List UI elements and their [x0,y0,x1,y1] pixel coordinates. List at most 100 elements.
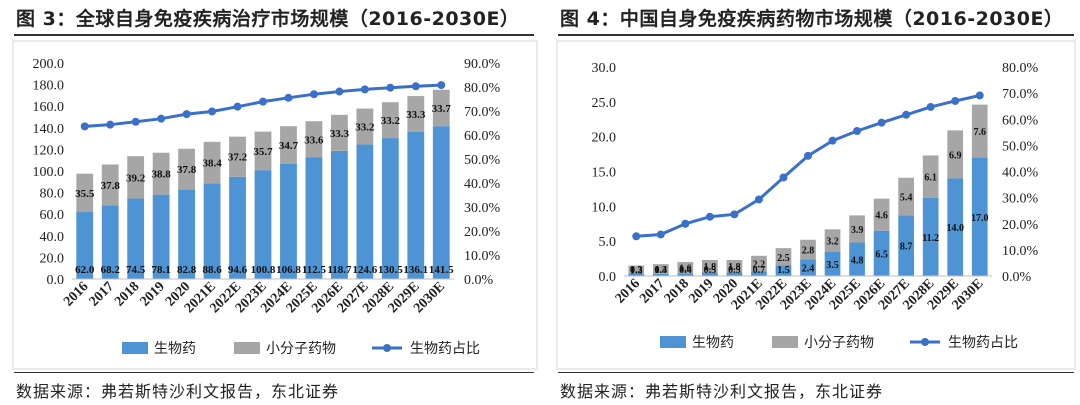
data-label-small-molecule: 35.7 [253,146,273,158]
y-left-tick-label: 120.0 [33,143,65,158]
bar-small-molecule [849,215,865,243]
bar-small-molecule [898,177,914,216]
y-right-tick-label: 10.0% [1002,244,1039,259]
china-market-chart: 0.0 5.0 10.0 15.0 20.0 25.0 30.0 0.0% 10.0% 20.0%… [556,40,1076,370]
data-label-small-molecule: 33.3 [330,128,350,140]
point-biologics-share [80,122,89,131]
data-label-biologics: 106.8 [276,264,301,276]
point-biologics-share [754,195,763,204]
bar-biologics [76,212,94,279]
legend-label-share: 生物药占比 [948,335,1018,351]
data-label-small-molecule: 2.2 [753,259,766,270]
bar-biologics [432,126,450,280]
bar-biologics [824,251,841,276]
point-biologics-share [779,173,788,182]
point-biologics-share [157,114,166,123]
data-label-biologics: 1.5 [777,265,790,276]
y-right-tick-label: 90.0% [464,57,501,72]
point-biologics-share [632,232,641,241]
point-biologics-share [259,97,267,106]
point-biologics-share [437,81,446,90]
source-note-right: 数据来源：弗若斯特沙利文报告，东北证券 [560,382,884,401]
y-right-tick-label: 80.0% [1002,61,1039,76]
legend-swatch-small-molecule [772,336,798,348]
y-left-tick-label: 160.0 [33,100,65,115]
data-label-biologics: 17.0 [971,213,989,224]
y-left-tick-label: 40.0 [40,230,65,245]
data-label-biologics: 0.7 [753,265,766,276]
bar-small-molecule [203,141,221,184]
bar-small-molecule [152,152,170,195]
bar-biologics [229,176,246,279]
data-label-small-molecule: 2.5 [777,253,790,264]
bar-small-molecule [76,173,94,213]
bar-small-molecule [280,126,297,164]
bar-biologics [775,265,792,276]
global-market-chart: 0.0 20.0 40.0 60.0 80.0 100.0 120.0 140.0 160.0 1… [12,40,538,370]
bar-small-molecule [702,259,718,273]
bar-biologics [971,157,988,276]
y-right-tick-label: 0.0% [1002,270,1032,285]
y-right-tick-label: 40.0% [464,177,501,192]
bar-small-molecule [305,121,323,158]
data-label-small-molecule: 39.2 [126,172,146,184]
y-right-tick-label: 30.0% [464,201,501,216]
legend-swatch-biologics [122,342,148,354]
data-label-biologics: 68.2 [101,264,121,276]
x-tick-label: 2016 [61,279,91,309]
bar-biologics [127,198,145,279]
bar-biologics [254,170,272,279]
legend-label-small-molecule: 小分子药物 [804,335,874,351]
y-right-tick-label: 80.0% [464,81,501,96]
bar-biologics [702,272,718,276]
bar-small-molecule [178,148,196,190]
data-label-biologics: 94.6 [228,264,248,276]
point-biologics-share [208,107,217,116]
bar-small-molecule [381,102,399,139]
y-left-tick-label: 80.0 [40,187,65,202]
point-biologics-share [233,102,242,111]
point-biologics-share [804,151,812,160]
y-left-tick-label: 10.0 [592,200,617,215]
data-label-biologics: 4.8 [851,255,864,266]
bar-biologics [947,178,964,276]
point-biologics-share [386,83,395,92]
y-left-tick-label: 200.0 [33,57,65,72]
y-right-tick-label: 10.0% [464,249,501,264]
data-label-small-molecule: 35.5 [75,188,95,200]
data-label-small-molecule: 33.3 [406,109,426,121]
y-right-tick-label: 20.0% [464,225,501,240]
point-biologics-share [975,91,984,100]
data-label-small-molecule: 34.7 [279,140,299,152]
data-label-biologics: 74.5 [126,264,146,276]
bar-biologics [849,242,865,276]
data-label-biologics: 62.0 [75,264,95,276]
bar-small-molecule [824,229,841,252]
bar-biologics [203,183,221,279]
data-label-biologics: 8.7 [900,242,913,253]
bar-small-molecule [101,164,119,206]
data-label-biologics: 136.1 [403,264,428,276]
data-label-biologics: 0.5 [704,265,717,276]
bar-small-molecule [330,114,348,151]
source-rule-right [558,372,1074,373]
y-right-tick-label: 20.0% [1002,218,1039,233]
data-label-small-molecule: 3.9 [851,225,864,236]
legend-label-biologics: 生物药 [692,335,734,351]
bar-biologics [800,259,816,276]
legend-swatch-small-molecule [234,342,260,354]
bar-small-molecule [652,264,669,274]
y-left-tick-label: 20.0 [592,131,617,146]
point-biologics-share [828,136,837,145]
data-label-biologics: 141.5 [429,264,454,276]
point-biologics-share [182,110,191,119]
data-label-small-molecule: 5.4 [900,193,913,204]
x-tick-label: 2019 [138,279,168,309]
data-label-biologics: 3.5 [826,260,839,271]
bar-small-molecule [254,131,272,171]
y-left-tick-label: 0.0 [47,273,65,288]
point-biologics-share [284,93,293,102]
chart-title-global: 图 3：全球自身免疫疾病治疗市场规模（2016-2030E） [16,8,520,30]
data-label-small-molecule: 38.4 [202,158,222,170]
data-label-small-molecule: 1.2 [630,266,643,277]
